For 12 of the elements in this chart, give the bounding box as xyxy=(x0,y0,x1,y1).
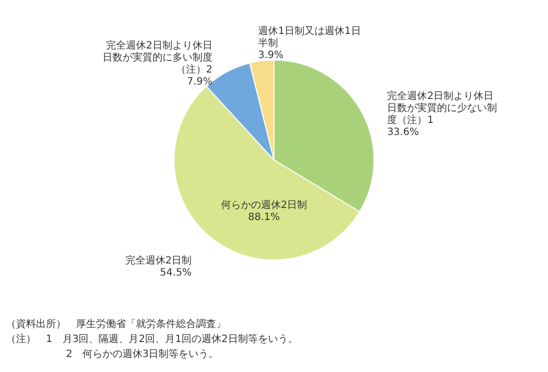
text: （資料出所） 厚生労働省「就労条件総合調査」 xyxy=(6,318,226,330)
data-label: 3.9% xyxy=(258,50,284,61)
slice-label: 週休1日制又は週休1日半制 xyxy=(258,24,361,49)
text: 何らかの週休2日制 88.1% xyxy=(220,199,308,223)
slice-label: 完全週休2日制 xyxy=(125,254,192,267)
slice-label: 完全週休2日制より休日日数が実質的に多い制度（注）2 xyxy=(102,40,212,76)
text: （注） 1 月3回、隔週、月2回、月1回の週休2日制等をいう。 xyxy=(6,333,298,345)
data-label: 7.9% xyxy=(186,76,212,88)
slice-label: 完全週休2日制より休日日数が実質的に少ない制度（注）1 xyxy=(387,90,498,126)
text: 2 何らかの週休3日制等をいう。 xyxy=(66,348,219,360)
data-label: 33.6% xyxy=(387,127,419,138)
data-label: 54.5% xyxy=(160,268,192,279)
